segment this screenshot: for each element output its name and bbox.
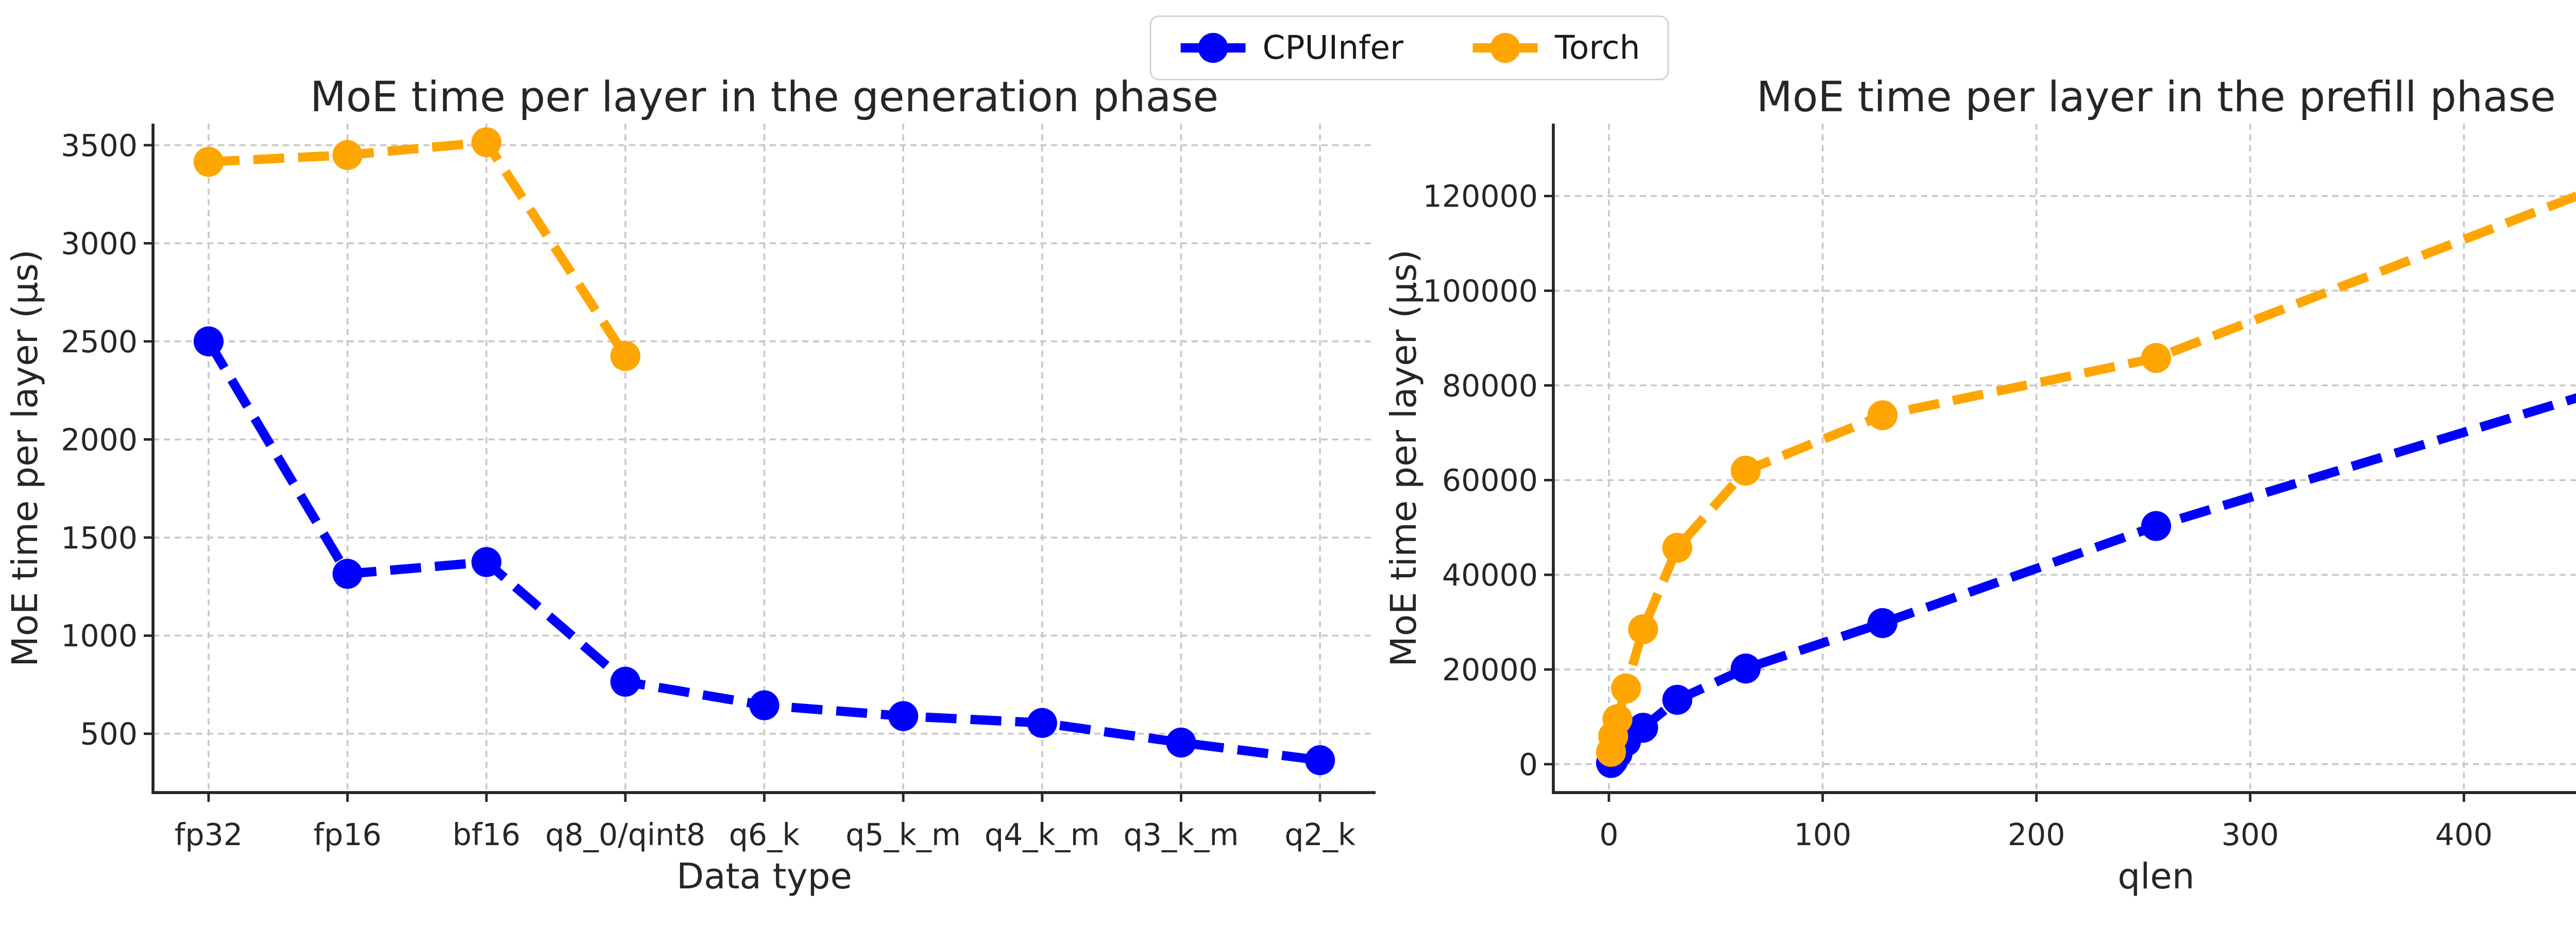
- x-tick-label: fp16: [313, 817, 381, 852]
- prefill-yaxis-label: MoE time per layer (µs): [1383, 249, 1425, 666]
- x-tick-label: q8_0/qint8: [545, 817, 705, 852]
- torch-marker: [193, 147, 224, 177]
- x-tick-label: bf16: [452, 817, 520, 852]
- torch-line-generation: [208, 138, 630, 359]
- cpuinfer-marker: [1027, 708, 1057, 738]
- legend-item-cpuinfer: CPUInfer: [1179, 25, 1403, 71]
- y-tick-label: 3500: [61, 128, 138, 163]
- cpuinfer-marker: [332, 559, 363, 589]
- cpuinfer-marker: [1628, 712, 1658, 743]
- torch-marker: [332, 140, 363, 170]
- x-tick-label: 400: [2435, 817, 2493, 852]
- legend-label-cpuinfer: CPUInfer: [1262, 29, 1404, 66]
- torch-marker: [610, 341, 640, 371]
- cpuinfer-marker: [193, 326, 224, 356]
- y-tick-label: 2000: [61, 422, 138, 457]
- cpuinfer-marker: [2141, 511, 2172, 541]
- generation-xaxis-label: Data type: [676, 856, 852, 897]
- y-tick-label: 100000: [1423, 274, 1538, 309]
- torch-marker: [1628, 614, 1658, 644]
- x-tick-label: 100: [1794, 817, 1852, 852]
- cpuinfer-legend-marker-icon: [1180, 32, 1246, 63]
- generation-chart-title: MoE time per layer in the generation pha…: [310, 73, 1218, 122]
- y-tick-label: 1000: [61, 619, 138, 654]
- torch-marker: [1867, 400, 1898, 431]
- legend-item-torch: Torch: [1471, 25, 1640, 71]
- torch-marker: [2141, 342, 2172, 373]
- x-tick-label: 300: [2222, 817, 2279, 852]
- x-tick-label: fp32: [175, 817, 243, 852]
- y-tick-label: 2500: [61, 324, 138, 359]
- y-tick-label: 500: [80, 717, 138, 752]
- y-tick-label: 60000: [1442, 463, 1538, 498]
- cpuinfer-marker: [1731, 654, 1761, 684]
- torch-marker: [1602, 704, 1633, 734]
- y-tick-label: 0: [1519, 747, 1538, 782]
- y-tick-label: 1500: [61, 521, 138, 556]
- y-tick-label: 120000: [1423, 179, 1538, 214]
- torch-marker: [1662, 533, 1692, 563]
- x-tick-label: q3_k_m: [1124, 817, 1239, 852]
- torch-legend-marker-icon: [1473, 32, 1538, 63]
- cpuinfer-marker: [471, 547, 502, 577]
- y-tick-label: 40000: [1442, 558, 1538, 593]
- x-tick-label: q5_k_m: [845, 817, 961, 852]
- y-tick-label: 20000: [1442, 653, 1538, 688]
- x-tick-label: q2_k: [1284, 817, 1355, 852]
- prefill-chart-title: MoE time per layer in the prefill phase: [1756, 73, 2556, 122]
- prefill-xaxis-label: qlen: [2117, 856, 2194, 897]
- torch-marker: [1731, 455, 1761, 486]
- cpuinfer-marker: [888, 701, 919, 731]
- cpuinfer-marker: [610, 666, 640, 697]
- torch-marker: [1611, 673, 1641, 703]
- torch-marker: [471, 127, 502, 158]
- x-tick-label: 200: [2008, 817, 2065, 852]
- cpuinfer-line-prefill: [1607, 393, 2576, 766]
- legend-label-torch: Torch: [1555, 29, 1640, 66]
- generation-yaxis-label: MoE time per layer (µs): [5, 249, 46, 666]
- cpuinfer-marker: [1305, 745, 1335, 776]
- legend: CPUInfer Torch: [1149, 15, 1670, 80]
- cpuinfer-marker: [749, 690, 779, 720]
- x-tick-label: q4_k_m: [985, 817, 1100, 852]
- cpuinfer-marker: [1867, 608, 1898, 638]
- x-tick-label: q6_k: [729, 817, 800, 852]
- cpuinfer-marker: [1662, 684, 1692, 715]
- cpuinfer-marker: [1166, 727, 1196, 758]
- y-tick-label: 80000: [1442, 368, 1538, 403]
- x-tick-label: 0: [1599, 817, 1618, 852]
- y-tick-label: 3000: [61, 226, 138, 261]
